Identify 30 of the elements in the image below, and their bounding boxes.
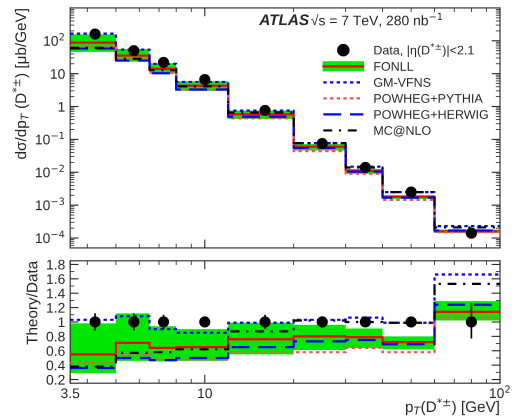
- x-tick-label: 3.5: [61, 388, 80, 398]
- y-axis-title: Theory/Data: [26, 260, 40, 345]
- y-tick-label: 10: [50, 68, 65, 79]
- y-tick-label: 10$^{−3}$: [36, 198, 64, 210]
- y-tick-label: 1: [58, 102, 65, 112]
- legend-label: POWHEG+HERWIG: [374, 110, 488, 119]
- y-tick-label: 1: [58, 317, 65, 328]
- x-axis-title: p$_{T}$(D$^{*±}$) [GeV]: [406, 398, 499, 416]
- legend-label: POWHEG+PYTHIA: [374, 94, 483, 103]
- y-tick-label: 1.4: [47, 288, 65, 298]
- y-tick-label: 10$^{−2}$: [36, 164, 64, 178]
- y-tick-label: 10$^{−4}$: [36, 230, 64, 244]
- annotation: √s = 7 TeV, 280 nb$^{−1}$: [311, 12, 442, 28]
- legend-label: MC@NLO: [374, 126, 431, 137]
- x-tick-label: 10$^{2}$: [490, 385, 510, 398]
- legend-label: FONLL: [374, 62, 414, 71]
- y-tick-label: 0.4: [46, 360, 65, 370]
- y-tick-label: 1.8: [47, 260, 65, 270]
- y-tick-label: 10$^{2}$: [44, 33, 64, 46]
- legend-label: Data, |η(D$^{*±}$)|<2.1: [374, 43, 474, 58]
- x-tick-label: 10: [198, 388, 212, 398]
- legend-label: GM-VFNS: [374, 78, 430, 87]
- y-tick-label: 0.6: [46, 346, 65, 356]
- y-axis-title: dσ/dp$_{T}$ (D$^{*±}$) [μb/GeV]: [12, 9, 30, 159]
- annotation: ATLAS: [258, 14, 309, 26]
- y-tick-label: 1.2: [47, 302, 65, 313]
- y-tick-label: 0.8: [46, 332, 65, 342]
- y-tick-label: 0.2: [46, 374, 65, 385]
- y-tick-label: 10$^{−1}$: [36, 132, 64, 144]
- y-tick-label: 1.6: [47, 274, 65, 284]
